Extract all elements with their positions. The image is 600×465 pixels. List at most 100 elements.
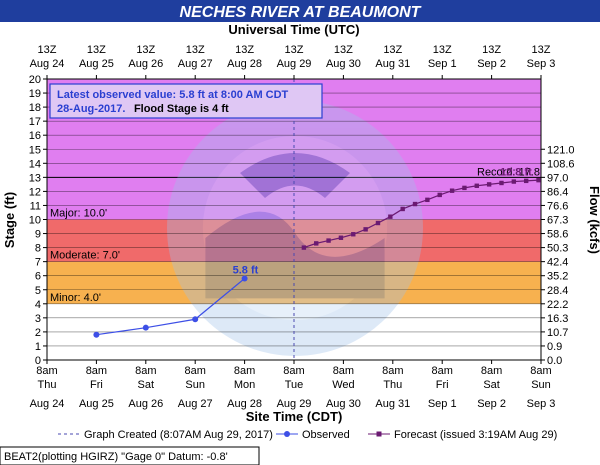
flow-tick-label: 50.3 — [547, 243, 568, 255]
band-label-major: Major: 10.0' — [50, 208, 107, 220]
info-box-frame — [49, 83, 323, 119]
top-tick-time: 13Z — [383, 44, 402, 56]
chart-title: NECHES RIVER AT BEAUMONT — [180, 4, 422, 21]
bottom-tick-date: Sep 3 — [527, 398, 556, 410]
bottom-tick-day: Wed — [332, 379, 354, 391]
bottom-tick-day: Fri — [436, 379, 449, 391]
top-tick-date: Aug 25 — [79, 58, 114, 70]
bottom-tick-time: 8am — [234, 365, 255, 377]
forecast-point — [412, 201, 418, 207]
bottom-tick-date: Aug 31 — [375, 398, 410, 410]
info-date: 28-Aug-2017. — [57, 103, 125, 115]
top-tick-time: 13Z — [532, 44, 551, 56]
y-tick-label: 7 — [35, 257, 41, 269]
flow-tick-label: 108.6 — [547, 158, 575, 170]
observed-line — [96, 278, 245, 336]
y-tick-label: 15 — [29, 144, 41, 156]
forecast-point — [363, 227, 368, 232]
forecast-point — [437, 192, 442, 198]
y-tick-label: 18 — [29, 102, 41, 114]
legend-observed-label: Observed — [302, 429, 350, 441]
forecast-point — [314, 241, 319, 246]
latest-observation-box: Latest observed value: 5.8 ft at 8:00 AM… — [49, 83, 323, 119]
y-tick-label: 20 — [29, 74, 41, 86]
band-label-minor: Minor: 4.0' — [50, 292, 101, 304]
forecast-point — [536, 177, 541, 183]
flow-tick-label: 0.0 — [547, 355, 562, 367]
bottom-tick-day: Sat — [483, 379, 500, 391]
bottom-tick-time: 8am — [135, 365, 156, 377]
emblem-disc — [167, 100, 423, 356]
footer-text: BEAT2(plotting HGIRZ) "Gage 0" Datum: -0… — [4, 451, 228, 463]
bottom-tick-date: Aug 25 — [79, 398, 114, 410]
top-tick-date: Sep 1 — [428, 58, 457, 70]
title-bar — [0, 0, 600, 22]
flow-tick-label: 97.0 — [547, 172, 568, 184]
forecast-point — [351, 232, 356, 237]
top-tick-date: Aug 29 — [277, 58, 312, 70]
top-tick-time: 13Z — [186, 44, 205, 56]
y-tick-label: 5 — [35, 285, 41, 297]
bottom-tick-time: 8am — [530, 365, 551, 377]
observed-point — [192, 316, 199, 323]
series: 5.8 ft Record: 17.8'12.8 ft — [93, 166, 542, 338]
observed-point — [93, 331, 100, 338]
y-tick-label: 16 — [29, 130, 41, 142]
bottom-tick-date: Aug 29 — [277, 398, 312, 410]
footer-box — [0, 446, 260, 465]
top-tick-time: 13Z — [482, 44, 501, 56]
x-axis-title: Site Time (CDT) — [246, 409, 343, 424]
y-tick-label: 4 — [35, 299, 41, 311]
bottom-tick-date: Aug 28 — [227, 398, 262, 410]
y-tick-label: 0 — [35, 355, 41, 367]
forecast-point — [499, 180, 504, 186]
bottom-tick-day: Sat — [138, 379, 155, 391]
y2-axis-title: Flow (kcfs) — [587, 186, 600, 254]
forecast-point — [511, 179, 517, 184]
noaa-watermark — [167, 100, 423, 356]
observed-point — [142, 324, 149, 331]
forecast-point — [301, 245, 307, 250]
info-line-1: Latest observed value: 5.8 ft at 8:00 AM… — [57, 89, 289, 101]
top-tick-time: 13Z — [433, 44, 452, 56]
flow-tick-label: 67.3 — [547, 215, 568, 227]
bottom-tick-day: Sun — [185, 379, 205, 391]
flow-tick-label: 121.0 — [547, 144, 575, 156]
top-tick-date: Aug 26 — [128, 58, 163, 70]
bottom-tick-date: Aug 30 — [326, 398, 361, 410]
y-tick-label: 12 — [29, 186, 41, 198]
top-tick-time: 13Z — [87, 44, 106, 56]
observed-latest-label: 5.8 ft — [233, 265, 259, 277]
bottom-tick-day: Fri — [90, 379, 103, 391]
bottom-tick-date: Aug 27 — [178, 398, 213, 410]
forecast-point — [425, 197, 430, 203]
legend-created-label: Graph Created (8:07AM Aug 29, 2017) — [84, 429, 273, 441]
y-tick-label: 14 — [29, 158, 41, 170]
top-tick-time: 13Z — [285, 44, 304, 56]
bottom-tick-time: 8am — [86, 365, 107, 377]
bottom-tick-day: Thu — [38, 379, 57, 391]
flow-tick-label: 86.4 — [547, 186, 568, 198]
forecast-point — [326, 238, 331, 243]
flow-tick-label: 28.4 — [547, 285, 568, 297]
info-line-2: 28-Aug-2017. Flood Stage is 4 ft — [57, 99, 229, 116]
bottom-tick-day: Tue — [285, 379, 304, 391]
bottom-tick-time: 8am — [333, 365, 354, 377]
bottom-tick-time: 8am — [481, 365, 502, 377]
forecast-point — [338, 235, 344, 240]
bottom-tick-time: 8am — [283, 365, 304, 377]
bottom-tick-time: 8am — [382, 365, 403, 377]
flow-tick-label: 35.2 — [547, 271, 568, 283]
top-tick-date: Sep 2 — [477, 58, 506, 70]
y-tick-label: 6 — [35, 271, 41, 283]
top-tick-time: 13Z — [136, 44, 155, 56]
bottom-tick-time: 8am — [184, 365, 205, 377]
top-tick-time: 13Z — [235, 44, 254, 56]
legend-observed-marker — [284, 431, 290, 437]
y-tick-label: 11 — [30, 200, 41, 212]
flow-tick-label: 58.6 — [547, 229, 568, 241]
axes: 012345678910111213141516171819200.00.910… — [29, 44, 575, 410]
top-tick-time: 13Z — [38, 44, 57, 56]
forecast-point — [388, 214, 393, 219]
